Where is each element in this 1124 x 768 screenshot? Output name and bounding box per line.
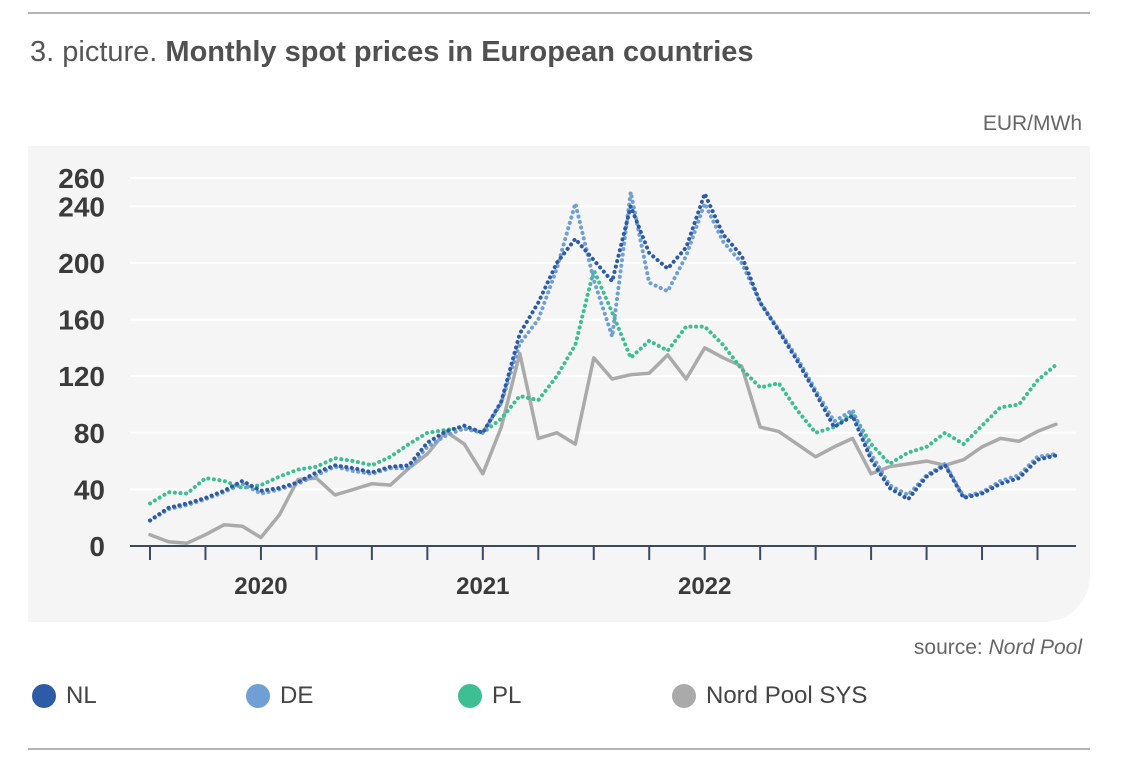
top-rule	[28, 12, 1090, 14]
legend-label-de: DE	[280, 682, 314, 709]
source-name: Nord Pool	[988, 636, 1082, 659]
y-tick-label: 40	[74, 474, 105, 505]
y-tick-label: 200	[58, 248, 105, 279]
legend-dot-pl	[458, 684, 482, 708]
series-line-pl	[148, 268, 1058, 506]
series-line-de	[148, 190, 1058, 523]
legend-item-nl: NL	[32, 682, 97, 710]
unit-label: EUR/MWh	[982, 112, 1082, 135]
chart-panel	[28, 146, 1090, 622]
legend-label-pl: PL	[492, 682, 522, 709]
y-tick-label: 0	[89, 531, 105, 562]
legend: NL DE PL Nord Pool SYS	[0, 682, 1124, 718]
source-note: source: Nord Pool	[914, 636, 1082, 660]
series-line-nl	[148, 191, 1058, 523]
y-tick-label: 240	[58, 191, 105, 222]
x-year-label: 2021	[456, 573, 509, 600]
x-year-label: 2022	[678, 573, 731, 600]
y-tick-label: 160	[58, 305, 105, 336]
y-tick-label: 80	[74, 418, 105, 449]
title-main: Monthly spot prices in European countrie…	[165, 36, 754, 68]
legend-item-nordpool: Nord Pool SYS	[672, 682, 867, 710]
legend-dot-de	[246, 684, 270, 708]
legend-item-pl: PL	[458, 682, 521, 710]
title-prefix: 3. picture.	[30, 36, 166, 68]
legend-item-de: DE	[246, 682, 313, 710]
source-prefix: source:	[913, 636, 989, 659]
bottom-rule	[28, 748, 1090, 750]
y-tick-label: 260	[58, 163, 105, 194]
legend-label-nordpool: Nord Pool SYS	[706, 682, 868, 709]
legend-dot-nl	[32, 684, 56, 708]
legend-dot-nordpool	[672, 684, 696, 708]
legend-label-nl: NL	[66, 682, 97, 709]
y-tick-label: 120	[58, 361, 105, 392]
series-line-nord-pool-sys	[148, 346, 1058, 545]
x-year-label: 2020	[234, 573, 287, 600]
page-title: 3. picture. Monthly spot prices in Europ…	[30, 36, 754, 69]
